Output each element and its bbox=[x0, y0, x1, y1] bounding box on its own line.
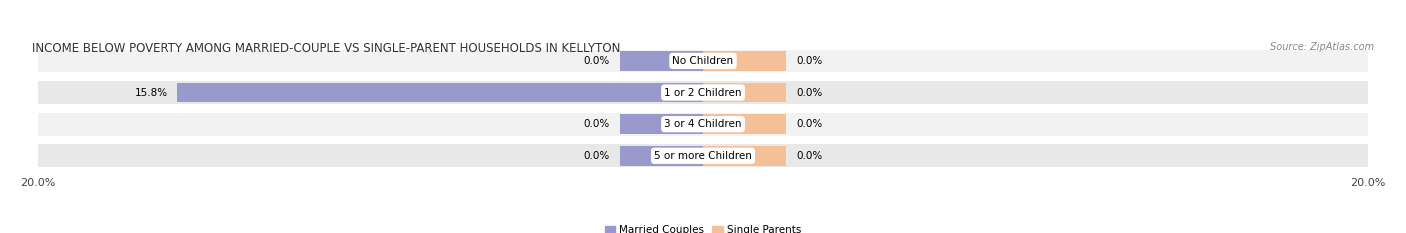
Text: No Children: No Children bbox=[672, 56, 734, 66]
Text: Source: ZipAtlas.com: Source: ZipAtlas.com bbox=[1270, 42, 1374, 52]
Text: 5 or more Children: 5 or more Children bbox=[654, 151, 752, 161]
Bar bbox=[620, 114, 703, 134]
Text: 0.0%: 0.0% bbox=[796, 56, 823, 66]
Text: 0.0%: 0.0% bbox=[796, 88, 823, 98]
Bar bbox=[38, 113, 1368, 136]
Text: 0.0%: 0.0% bbox=[583, 151, 610, 161]
Bar bbox=[703, 146, 786, 166]
Legend: Married Couples, Single Parents: Married Couples, Single Parents bbox=[602, 222, 804, 233]
Bar bbox=[38, 81, 1368, 104]
Bar bbox=[620, 51, 703, 71]
Text: 0.0%: 0.0% bbox=[583, 56, 610, 66]
Bar bbox=[38, 50, 1368, 72]
Bar bbox=[620, 146, 703, 166]
Bar bbox=[703, 51, 786, 71]
Bar bbox=[703, 114, 786, 134]
Bar bbox=[703, 83, 786, 102]
Text: 15.8%: 15.8% bbox=[135, 88, 167, 98]
Text: 0.0%: 0.0% bbox=[796, 119, 823, 129]
Text: 3 or 4 Children: 3 or 4 Children bbox=[664, 119, 742, 129]
Text: 1 or 2 Children: 1 or 2 Children bbox=[664, 88, 742, 98]
Text: 0.0%: 0.0% bbox=[583, 119, 610, 129]
Text: INCOME BELOW POVERTY AMONG MARRIED-COUPLE VS SINGLE-PARENT HOUSEHOLDS IN KELLYTO: INCOME BELOW POVERTY AMONG MARRIED-COUPL… bbox=[32, 42, 620, 55]
Bar bbox=[177, 83, 703, 102]
Bar bbox=[38, 144, 1368, 167]
Text: 0.0%: 0.0% bbox=[796, 151, 823, 161]
